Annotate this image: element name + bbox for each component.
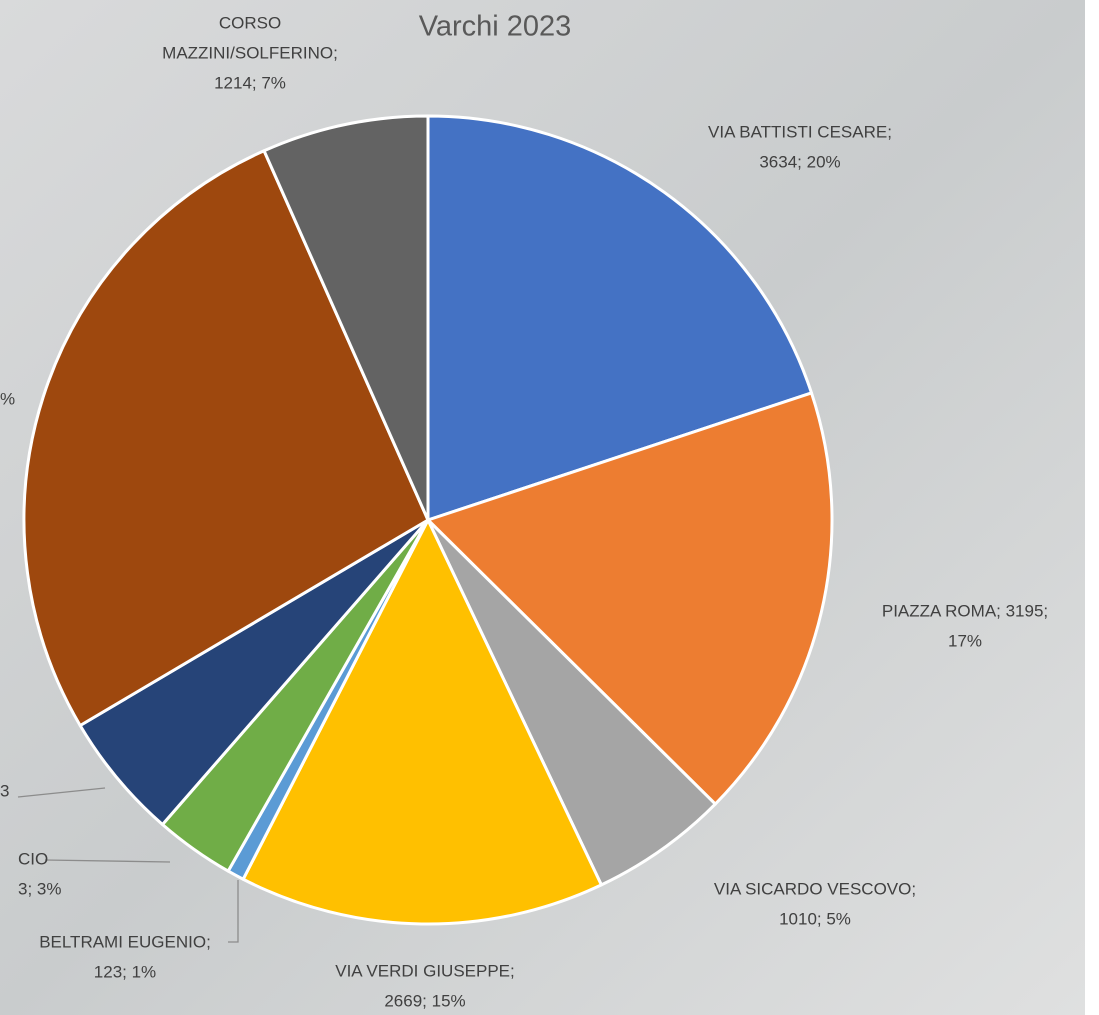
pie — [22, 114, 834, 926]
data-label: CORSO — [219, 13, 281, 32]
data-label: 2669; 15% — [384, 991, 465, 1010]
leader-line — [228, 880, 239, 943]
leader-line — [17, 787, 106, 798]
data-label: 3 — [0, 781, 9, 800]
margin — [1085, 0, 1099, 1015]
data-label: 3634; 20% — [759, 152, 840, 171]
data-label: BELTRAMI EUGENIO; — [39, 932, 211, 951]
pie-slice — [426, 391, 834, 806]
pie-slice — [262, 114, 430, 522]
data-label: % — [0, 389, 15, 408]
pie-slice — [426, 114, 813, 522]
data-label: 1010; 5% — [779, 909, 851, 928]
data-label: 3; 3% — [18, 879, 61, 898]
chart-title: Varchi 2023 — [419, 11, 572, 43]
data-label: 1214; 7% — [214, 73, 286, 92]
pie-slice — [241, 518, 603, 926]
data-label: MAZZINI/SOLFERINO; — [162, 43, 338, 62]
data-label: 17% — [948, 631, 982, 650]
leader-line — [44, 859, 171, 863]
data-label: VIA BATTISTI CESARE; — [708, 122, 892, 141]
data-label: CIO — [18, 849, 48, 868]
pie-slice — [426, 518, 717, 887]
data-label: VIA VERDI GIUSEPPE; — [335, 961, 515, 980]
data-label: PIAZZA ROMA; 3195; — [882, 601, 1048, 620]
data-label: 123; 1% — [94, 962, 156, 981]
data-label: VIA SICARDO VESCOVO; — [714, 879, 916, 898]
leader-lines — [17, 787, 239, 943]
